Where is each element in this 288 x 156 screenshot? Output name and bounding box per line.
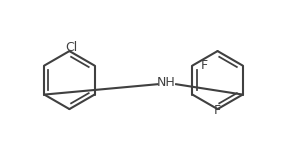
Text: F: F (201, 59, 208, 72)
Text: NH: NH (156, 76, 175, 89)
Text: Cl: Cl (65, 41, 77, 54)
Text: F: F (214, 104, 221, 117)
